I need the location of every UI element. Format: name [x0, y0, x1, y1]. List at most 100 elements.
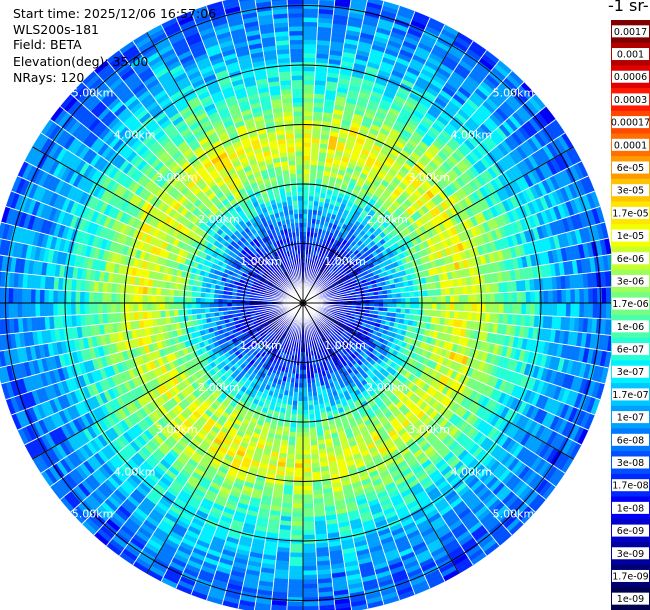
range-gate-cell: [302, 570, 318, 576]
range-gate-cell: [302, 160, 311, 166]
range-gate-cell: [294, 454, 304, 460]
range-gate-cell: [605, 286, 612, 304]
range-gate-cell: [418, 302, 424, 310]
range-gate-cell: [521, 291, 527, 304]
range-gate-cell: [294, 449, 304, 455]
range-gate-cell: [296, 423, 304, 429]
range-gate-cell: [498, 302, 504, 314]
range-gate-cell: [302, 427, 310, 433]
range-gate-cell: [302, 530, 316, 536]
range-gate-cell: [302, 182, 310, 188]
range-gate-cell: [310, 449, 320, 455]
range-gate-cell: [294, 463, 304, 469]
range-gate-cell: [543, 289, 549, 304]
range-gate-cell: [449, 286, 455, 296]
range-gate-cell: [476, 293, 482, 304]
range-gate-cell: [286, 601, 304, 607]
range-gate-cell: [579, 288, 585, 304]
range-gate-cell: [286, 605, 304, 610]
range-gate-cell: [302, 213, 308, 219]
range-gate-cell: [596, 302, 603, 319]
range-gate-cell: [312, 115, 323, 122]
range-gate-cell: [449, 310, 455, 320]
range-gate-cell: [295, 445, 304, 451]
range-gate-cell: [570, 288, 576, 304]
range-gate-cell: [287, 596, 304, 603]
range-gate-cell: [484, 312, 491, 323]
range-gate-cell: [601, 286, 607, 304]
range-gate-cell: [308, 409, 315, 415]
range-gate-cell: [297, 400, 304, 406]
range-gate-cell: [454, 302, 460, 312]
range-gate-cell: [302, 503, 314, 509]
range-gate-cell: [302, 498, 314, 504]
range-gate-cell: [413, 290, 420, 298]
range-gate-cell: [311, 142, 320, 148]
range-gate-cell: [308, 418, 316, 424]
range-gate-cell: [302, 543, 317, 549]
range-gate-cell: [309, 173, 317, 179]
range-gate-cell: [293, 467, 304, 473]
range-gate-cell: [293, 476, 304, 482]
range-gate-cell: [302, 30, 318, 36]
range-gate-cell: [440, 302, 446, 311]
range-gate-cell: [467, 285, 473, 295]
range-gate-cell: [285, 467, 295, 473]
range-gate-cell: [302, 195, 309, 201]
range-gate-cell: [311, 471, 322, 477]
range-gate-cell: [556, 302, 562, 317]
range-gate-cell: [302, 588, 319, 594]
range-gate-cell: [302, 494, 314, 500]
range-gate-cell: [309, 164, 318, 171]
range-gate-cell: [302, 467, 313, 473]
range-gate-cell: [311, 462, 321, 469]
range-gate-cell: [516, 291, 522, 304]
range-gate-cell: [291, 521, 304, 527]
range-gate-cell: [484, 283, 491, 294]
range-gate-cell: [494, 292, 500, 304]
range-gate-cell: [302, 128, 313, 134]
range-gate-cell: [310, 453, 320, 460]
range-gate-cell: [302, 44, 317, 50]
range-gate-cell: [405, 297, 411, 304]
range-gate-cell: [291, 512, 304, 518]
range-gate-cell: [404, 308, 411, 315]
range-gate-cell: [396, 302, 402, 309]
range-gate-cell: [454, 294, 460, 304]
range-gate-cell: [588, 287, 594, 304]
range-gate-cell: [302, 84, 315, 90]
range-gate-cell: [458, 311, 464, 320]
range-gate-cell: [435, 288, 442, 297]
range-gate-cell: [302, 48, 317, 54]
range-gate-cell: [302, 119, 313, 125]
range-gate-cell: [309, 178, 317, 184]
range-gate-cell: [312, 484, 323, 491]
range-gate-cell: [476, 302, 482, 313]
range-gate-cell: [423, 302, 429, 310]
range-gate-cell: [449, 302, 455, 312]
range-gate-cell: [565, 288, 571, 304]
range-gate-cell: [462, 311, 469, 321]
range-gate-cell: [302, 133, 313, 139]
range-gate-cell: [283, 484, 294, 491]
range-gate-cell: [302, 539, 316, 545]
range-gate-cell: [292, 490, 304, 496]
range-gate-cell: [427, 302, 433, 310]
range-gate-cell: [409, 308, 415, 315]
range-gate-cell: [302, 204, 309, 210]
range-gate-cell: [311, 137, 321, 144]
range-gate-cell: [494, 302, 500, 314]
range-gate-cell: [583, 287, 589, 304]
range-gate-cell: [302, 52, 317, 59]
range-gate-cell: [311, 458, 320, 464]
range-gate-cell: [302, 432, 311, 438]
range-gate-cell: [296, 427, 304, 433]
range-gate-cell: [302, 387, 308, 393]
range-gate-cell: [302, 574, 318, 580]
range-gate-cell: [400, 297, 406, 304]
range-gate-cell: [297, 391, 304, 397]
range-gate-cell: [418, 290, 424, 298]
range-gate-cell: [289, 547, 304, 554]
range-gate-cell: [561, 302, 567, 317]
range-gate-cell: [561, 289, 567, 304]
